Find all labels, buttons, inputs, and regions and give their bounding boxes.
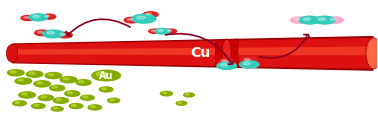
Circle shape (244, 59, 250, 61)
Circle shape (186, 94, 189, 95)
Circle shape (90, 106, 95, 108)
Circle shape (184, 93, 194, 97)
Circle shape (124, 17, 139, 23)
Circle shape (92, 70, 121, 81)
Circle shape (45, 15, 50, 17)
Ellipse shape (366, 38, 378, 69)
Polygon shape (12, 38, 373, 69)
Circle shape (160, 91, 172, 96)
Circle shape (221, 64, 228, 66)
Circle shape (52, 86, 57, 88)
Polygon shape (12, 47, 373, 55)
Circle shape (294, 18, 300, 20)
Circle shape (83, 96, 88, 98)
Circle shape (146, 13, 151, 15)
Circle shape (45, 73, 62, 79)
Polygon shape (12, 36, 373, 71)
Circle shape (176, 101, 187, 105)
Circle shape (15, 102, 20, 103)
Circle shape (8, 70, 24, 76)
Circle shape (63, 78, 69, 80)
Circle shape (53, 107, 57, 109)
Text: Au: Au (99, 71, 113, 80)
Circle shape (155, 28, 170, 34)
Circle shape (81, 95, 94, 100)
Circle shape (38, 95, 53, 101)
Circle shape (48, 74, 54, 76)
Circle shape (18, 79, 24, 81)
Circle shape (303, 18, 311, 20)
Circle shape (51, 107, 63, 111)
Circle shape (34, 104, 39, 106)
Circle shape (102, 88, 107, 90)
Circle shape (50, 85, 65, 91)
Circle shape (33, 15, 39, 18)
Circle shape (318, 18, 325, 20)
Circle shape (158, 30, 163, 32)
Circle shape (43, 30, 64, 38)
Circle shape (29, 72, 35, 74)
Ellipse shape (222, 39, 231, 68)
Circle shape (32, 104, 45, 108)
Circle shape (327, 17, 343, 23)
Circle shape (35, 30, 50, 36)
Circle shape (22, 93, 28, 95)
Circle shape (13, 101, 26, 106)
Circle shape (67, 92, 73, 94)
Circle shape (24, 17, 28, 18)
Circle shape (132, 14, 156, 23)
Text: Cu: Cu (190, 46, 211, 60)
Circle shape (99, 87, 113, 92)
Circle shape (108, 98, 120, 103)
Circle shape (314, 16, 335, 24)
Polygon shape (215, 39, 238, 68)
Circle shape (218, 59, 235, 65)
Circle shape (19, 92, 35, 98)
Circle shape (57, 32, 72, 38)
Circle shape (96, 72, 108, 76)
Circle shape (42, 14, 56, 19)
Circle shape (65, 91, 80, 96)
Circle shape (330, 18, 336, 20)
Circle shape (29, 14, 48, 21)
Circle shape (167, 30, 172, 31)
Circle shape (60, 77, 77, 83)
Circle shape (37, 82, 43, 84)
Circle shape (110, 99, 114, 101)
Circle shape (26, 71, 43, 77)
Circle shape (69, 104, 83, 108)
Circle shape (79, 81, 84, 83)
Circle shape (127, 18, 133, 20)
Circle shape (136, 16, 145, 19)
Circle shape (47, 32, 54, 34)
Circle shape (149, 29, 160, 33)
Circle shape (151, 30, 155, 31)
Circle shape (165, 29, 177, 33)
Circle shape (60, 33, 65, 35)
Circle shape (243, 62, 250, 65)
Circle shape (21, 16, 35, 21)
Circle shape (299, 16, 320, 24)
Circle shape (143, 12, 158, 17)
Circle shape (53, 98, 68, 103)
Circle shape (222, 60, 228, 62)
Circle shape (217, 62, 237, 69)
Circle shape (291, 17, 307, 23)
Circle shape (15, 78, 32, 84)
Circle shape (88, 105, 102, 110)
Circle shape (10, 71, 16, 73)
Circle shape (76, 80, 91, 85)
Circle shape (240, 61, 259, 68)
Circle shape (163, 92, 167, 94)
Ellipse shape (6, 45, 18, 62)
Circle shape (71, 104, 76, 106)
Circle shape (34, 81, 50, 87)
Circle shape (37, 31, 43, 33)
Circle shape (41, 96, 46, 98)
Circle shape (178, 102, 182, 103)
Circle shape (241, 57, 257, 63)
Circle shape (56, 99, 61, 101)
